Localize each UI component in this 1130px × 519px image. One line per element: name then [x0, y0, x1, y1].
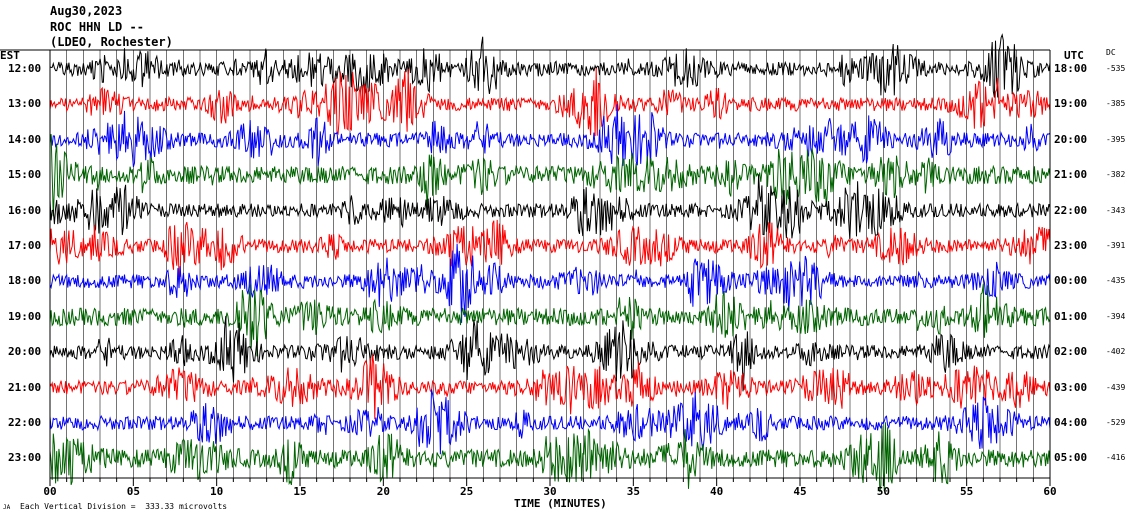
trace-5 [49, 174, 1051, 240]
x-tick-label: 40 [710, 485, 724, 498]
x-tick-label: 05 [126, 485, 140, 498]
est-time-label: 20:00 [8, 345, 42, 359]
x-tick-label: 50 [876, 485, 890, 498]
est-axis-label: EST [0, 49, 20, 62]
est-time-label: 21:00 [8, 380, 42, 394]
utc-time-label: 19:00 [1054, 97, 1088, 111]
est-time-label: 13:00 [8, 97, 42, 111]
utc-time-label: 03:00 [1054, 380, 1088, 394]
est-time-label: 18:00 [8, 274, 42, 288]
utc-time-label: 18:00 [1054, 62, 1088, 75]
dc-offset-label: -395 [1106, 134, 1126, 144]
utc-time-label: 23:00 [1054, 239, 1088, 252]
header-network: (LDEO, Rochester) [50, 35, 173, 49]
trace-7 [49, 243, 1051, 323]
scale-note: Each Vertical Division = 333.33 microvol… [20, 502, 228, 511]
utc-time-label: 05:00 [1054, 451, 1088, 465]
dc-offset-label: -394 [1106, 311, 1126, 321]
utc-time-label: 20:00 [1054, 132, 1088, 146]
trace-11 [49, 389, 1051, 455]
dc-offset-label: -439 [1106, 382, 1126, 392]
x-tick-label: 15 [293, 485, 307, 498]
x-tick-label: 55 [960, 485, 974, 498]
dc-offset-label: -385 [1106, 99, 1126, 109]
utc-time-label: 22:00 [1054, 203, 1088, 217]
dc-header: DC [1106, 48, 1116, 57]
corner-mark: JA [3, 504, 11, 511]
trace-3 [49, 104, 1051, 168]
est-time-label: 15:00 [8, 168, 42, 182]
dc-offset-label: -391 [1106, 241, 1126, 250]
dc-offset-label: -529 [1106, 418, 1126, 427]
est-time-label: 12:00 [8, 62, 42, 75]
utc-axis-label: UTC [1064, 49, 1084, 62]
dc-offset-label: -402 [1106, 347, 1126, 357]
est-time-label: 17:00 [8, 239, 42, 252]
dc-offset-label: -382 [1106, 170, 1126, 180]
est-time-label: 16:00 [8, 203, 42, 217]
est-time-label: 23:00 [8, 451, 42, 465]
x-tick-label: 10 [210, 485, 224, 498]
dc-offset-label: -535 [1106, 64, 1126, 73]
trace-10 [49, 354, 1051, 420]
utc-time-label: 02:00 [1054, 345, 1088, 359]
header-date: Aug30,2023 [50, 4, 123, 18]
dc-offset-label: -435 [1106, 276, 1126, 286]
x-tick-label: 45 [793, 485, 807, 498]
minute-grid [49, 50, 1051, 478]
utc-time-label: 01:00 [1054, 309, 1088, 323]
utc-time-label: 21:00 [1054, 168, 1088, 182]
est-time-label: 22:00 [8, 416, 42, 429]
trace-8 [49, 283, 1051, 357]
est-time-label: 14:00 [8, 132, 42, 146]
trace-4 [49, 134, 1051, 217]
trace-9 [49, 315, 1051, 392]
dc-offset-label: -343 [1106, 205, 1126, 215]
dc-offset-label: -416 [1106, 453, 1126, 463]
trace-1 [49, 33, 1051, 98]
x-tick-label: 00 [43, 485, 57, 498]
x-tick-label: 60 [1043, 485, 1057, 498]
trace-6 [49, 219, 1051, 278]
utc-time-label: 04:00 [1054, 416, 1088, 429]
utc-time-label: 00:00 [1054, 274, 1088, 288]
x-axis-title: TIME (MINUTES) [514, 497, 607, 510]
x-tick-label: 35 [626, 485, 640, 498]
trace-12 [49, 422, 1051, 493]
est-time-label: 19:00 [8, 309, 42, 323]
trace-2 [49, 68, 1051, 137]
x-tick-label: 30 [543, 485, 557, 498]
x-tick-label: 25 [460, 485, 474, 498]
x-tick-label: 20 [376, 485, 390, 498]
header-station: ROC HHN LD -- [50, 20, 144, 34]
